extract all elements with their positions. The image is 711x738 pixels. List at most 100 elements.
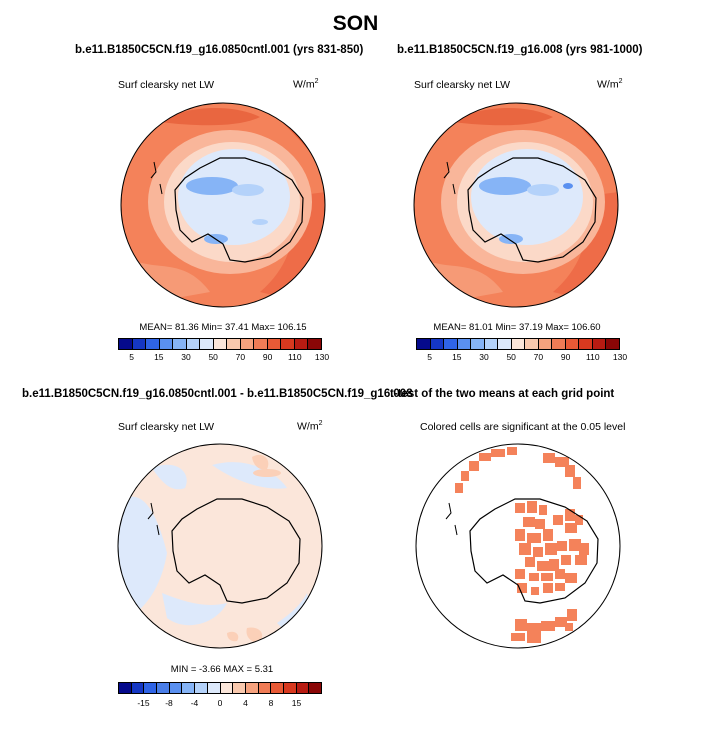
significant-cells — [455, 447, 589, 643]
colorbar-tick-label: 110 — [288, 352, 302, 362]
significant-cell — [511, 633, 525, 641]
colorbar-tick-label: 5 — [129, 352, 134, 362]
colorbar-swatch — [254, 339, 268, 349]
panel-1-title: b.e11.B1850C5CN.f19_g16.0850cntl.001 (yr… — [75, 44, 364, 56]
colorbar-swatch — [144, 683, 158, 693]
significant-cell — [549, 559, 559, 571]
panel-3-title: b.e11.B1850C5CN.f19_g16.0850cntl.001 - b… — [22, 388, 413, 400]
colorbar-swatch — [525, 339, 539, 349]
colorbar-tick-label: 130 — [314, 352, 330, 362]
panel-1-units: W/m2 — [293, 78, 319, 91]
panel-3-units: W/m2 — [297, 420, 323, 433]
colorbar-swatch — [294, 339, 309, 349]
colorbar-swatch — [457, 339, 472, 349]
colorbar-swatch — [119, 339, 133, 349]
panel-4-map — [415, 443, 621, 649]
panel-4-title: t-test of the two means at each grid poi… — [390, 388, 615, 400]
colorbar-swatch — [131, 683, 145, 693]
significant-cell — [461, 471, 469, 481]
significant-cell — [515, 569, 525, 579]
significant-cell — [491, 449, 505, 457]
colorbar-swatch — [283, 683, 297, 693]
colorbar-tick-label: 30 — [479, 352, 489, 362]
significant-cell — [553, 515, 563, 525]
significant-cell — [539, 505, 547, 515]
colorbar-swatch — [281, 339, 295, 349]
significant-cell — [541, 621, 555, 631]
significant-cell — [525, 557, 535, 567]
colorbar-swatch — [606, 339, 619, 349]
colorbar-swatch — [579, 339, 593, 349]
panel-2-title: b.e11.B1850C5CN.f19_g16.008 (yrs 981-100… — [397, 44, 643, 56]
colorbar-swatch — [182, 683, 196, 693]
panel-3-colorbar — [118, 682, 322, 694]
colorbar-swatch — [538, 339, 553, 349]
significant-cell — [515, 619, 527, 631]
significant-cell — [527, 635, 541, 643]
significant-cell — [567, 609, 577, 621]
colorbar-swatch — [258, 683, 272, 693]
colorbar-swatch — [296, 683, 310, 693]
significant-cell — [579, 543, 589, 555]
significant-cell — [515, 503, 525, 513]
colorbar-swatch — [173, 339, 187, 349]
colorbar-tick-label: 8 — [268, 698, 274, 708]
significant-cell — [565, 523, 577, 533]
colorbar-swatch — [213, 339, 228, 349]
panel-2-colorbar — [416, 338, 620, 350]
figure-title: SON — [332, 12, 379, 35]
significant-cell — [527, 533, 541, 543]
colorbar-tick-label: 30 — [181, 352, 191, 362]
significant-cell — [565, 509, 575, 521]
colorbar-swatch — [309, 683, 321, 693]
colorbar-tick-label: 110 — [586, 352, 600, 362]
colorbar-swatch — [159, 339, 174, 349]
colorbar-swatch — [430, 339, 445, 349]
significant-cell — [535, 519, 545, 529]
colorbar-tick-label: 70 — [533, 352, 544, 362]
colorbar-swatch — [119, 683, 132, 693]
colorbar-swatch — [484, 339, 499, 349]
significant-cell — [527, 623, 541, 635]
colorbar-tick-label: 90 — [262, 352, 273, 362]
significant-cell — [543, 529, 553, 541]
panel-1-stats: MEAN= 81.36 Min= 37.41 Max= 106.15 — [139, 322, 307, 333]
significant-cell — [555, 457, 569, 467]
colorbar-swatch — [511, 339, 526, 349]
panel-2-stats: MEAN= 81.01 Min= 37.19 Max= 106.60 — [433, 322, 601, 333]
colorbar-tick-label: 15 — [154, 352, 164, 362]
significant-cell — [565, 573, 577, 583]
panel-3-map — [117, 443, 323, 649]
colorbar-swatch — [195, 683, 208, 693]
colorbar-swatch — [417, 339, 431, 349]
panel-4-subtitle: Colored cells are significant at the 0.0… — [420, 421, 626, 433]
colorbar-swatch — [498, 339, 512, 349]
colorbar-swatch — [207, 683, 221, 693]
panel-1-variable: Surf clearsky net LW — [118, 79, 215, 91]
significant-cell — [531, 587, 539, 595]
significant-cell — [543, 453, 555, 463]
panel-3-colorbar-ticks: -15 -8 -4 0 4 8 15 — [118, 698, 322, 710]
colorbar-swatch — [552, 339, 566, 349]
colorbar-swatch — [565, 339, 580, 349]
colorbar-tick-label: 5 — [427, 352, 432, 362]
significant-cell — [575, 555, 587, 565]
panel-3-stats: MIN = -3.66 MAX = 5.31 — [170, 664, 274, 675]
significant-cell — [557, 541, 567, 551]
significant-cell — [555, 583, 565, 591]
colorbar-tick-label: 15 — [291, 698, 302, 708]
significant-cell — [565, 623, 573, 631]
colorbar-swatch — [471, 339, 485, 349]
panel-2-variable: Surf clearsky net LW — [414, 79, 511, 91]
colorbar-swatch — [240, 339, 255, 349]
significant-cell — [533, 547, 543, 557]
colorbar-tick-label: 90 — [560, 352, 571, 362]
colorbar-tick-label: 50 — [208, 352, 218, 362]
panel-2-map — [413, 102, 619, 308]
significant-cell — [469, 461, 479, 471]
colorbar-swatch — [200, 339, 214, 349]
significant-cell — [529, 573, 539, 581]
colorbar-tick-label: 4 — [243, 698, 248, 708]
significant-cell — [543, 583, 553, 593]
panel-2-units: W/m2 — [597, 78, 623, 91]
